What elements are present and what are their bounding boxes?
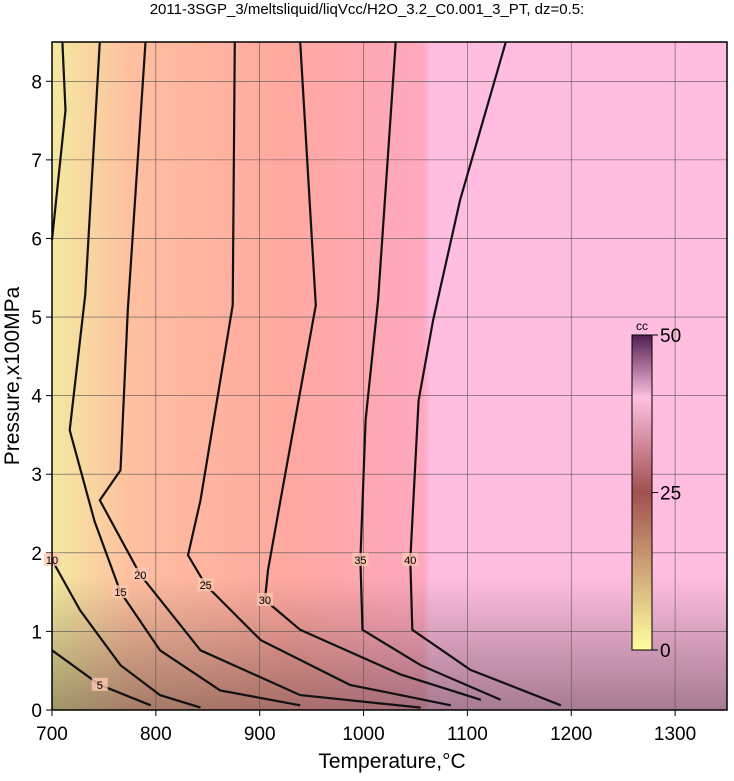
contour-label-bg: [91, 677, 108, 691]
colorbar-label: cc: [636, 319, 648, 333]
y-tick-label: 3: [31, 465, 42, 486]
contour-label: 5: [97, 680, 103, 692]
contour-label: 30: [259, 595, 271, 607]
contour-label: 20: [134, 570, 146, 582]
x-tick-label: 800: [140, 724, 172, 745]
x-tick-label: 1000: [342, 724, 384, 745]
x-tick-label: 1300: [654, 724, 696, 745]
contour-line: [409, 41, 562, 707]
contour-line: [263, 41, 482, 701]
y-axis-label: Pressure,x100MPa: [1, 286, 24, 465]
contour-line: [50, 41, 201, 709]
contour-label-bg: [112, 585, 129, 599]
x-tick-label: 700: [36, 724, 68, 745]
y-tick-label: 1: [31, 622, 42, 643]
x-axis-label: Temperature,°C: [318, 750, 465, 773]
y-tick-label: 8: [31, 72, 42, 93]
y-tick-label: 6: [31, 229, 42, 250]
y-tick-label: 7: [31, 151, 42, 172]
y-tick-label: 5: [31, 308, 42, 329]
contour-label-bg: [197, 578, 214, 592]
contour-label: 35: [354, 555, 366, 567]
contour-line: [98, 41, 421, 709]
contour-line: [186, 41, 452, 707]
field-shade: [52, 42, 727, 710]
colorbar-tick-label: 0: [660, 641, 671, 662]
chart-title: 2011-3SGP_3/meltsliquid/liqVcc/H2O_3.2_C…: [150, 1, 585, 18]
contour-line: [68, 41, 301, 707]
contour-label: 25: [200, 580, 212, 592]
y-tick-label: 2: [31, 544, 42, 565]
y-tick-label: 4: [31, 387, 42, 408]
contour-label: 15: [114, 587, 126, 599]
colorbar-tick-label: 50: [660, 326, 681, 347]
x-tick-label: 900: [244, 724, 276, 745]
contour-label-bg: [352, 552, 369, 566]
x-tick-label: 1100: [447, 724, 488, 745]
y-tick-label: 0: [31, 701, 42, 722]
contour-label: 40: [404, 555, 416, 567]
contour-label-bg: [132, 567, 149, 581]
contour-label-bg: [402, 552, 419, 566]
x-tick-label: 1200: [550, 724, 592, 745]
plot-frame: [51, 41, 728, 711]
colorbar: [631, 334, 653, 651]
colorbar-tick-label: 25: [660, 484, 681, 505]
contour-label-bg: [256, 592, 273, 606]
